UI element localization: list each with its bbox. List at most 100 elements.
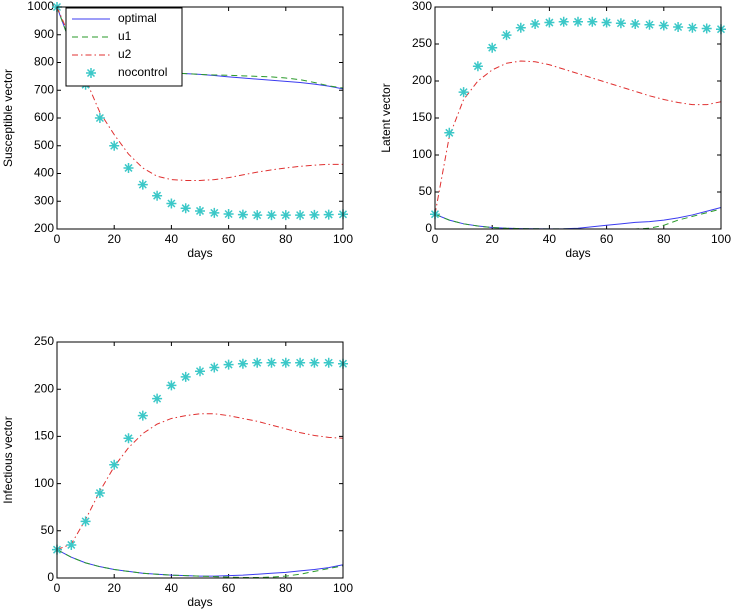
x-tick-label: 100 (711, 232, 731, 246)
marker (123, 162, 134, 173)
x-tick-label: 0 (432, 232, 439, 246)
marker (109, 459, 120, 470)
y-tick-label: 50 (41, 523, 55, 537)
y-tick-label: 200 (412, 73, 432, 87)
marker (237, 358, 248, 369)
marker (180, 203, 191, 214)
marker (223, 209, 234, 220)
x-tick-label: 100 (333, 581, 353, 595)
marker (309, 357, 320, 368)
plot: 0 20 40 60 80 100 0 50 100 150 200 250 days Infectiou… (1, 334, 353, 609)
x-tick-label: 60 (222, 232, 236, 246)
marker (458, 87, 469, 98)
marker (323, 357, 334, 368)
x-tick-label: 0 (54, 232, 61, 246)
marker (252, 357, 263, 368)
marker (530, 19, 541, 30)
x-tick-label: 40 (165, 581, 179, 595)
y-tick-label: 100 (412, 147, 432, 161)
x-axis-label: days (565, 246, 590, 260)
y-tick-label: 50 (419, 184, 433, 198)
marker (295, 357, 306, 368)
marker (209, 362, 220, 373)
marker (237, 209, 248, 220)
legend-label: nocontrol (118, 65, 167, 79)
marker (558, 16, 569, 27)
marker (544, 17, 555, 28)
legend-label: u1 (118, 29, 132, 43)
x-tick-label: 20 (486, 232, 500, 246)
marker (472, 61, 483, 72)
y-tick-label: 150 (412, 110, 432, 124)
series-line (57, 413, 344, 551)
legend-label: optimal (118, 11, 157, 25)
x-tick-label: 60 (222, 581, 236, 595)
x-tick-label: 20 (108, 232, 122, 246)
marker (587, 16, 598, 27)
marker (323, 209, 334, 220)
marker (266, 210, 277, 221)
x-tick-label: 40 (543, 232, 557, 246)
x-tick-label: 20 (108, 581, 122, 595)
y-tick-label: 1000 (27, 0, 54, 13)
marker (152, 393, 163, 404)
marker (223, 359, 234, 370)
marker (487, 42, 498, 53)
marker (280, 210, 291, 221)
series-line (57, 6, 343, 181)
x-tick-label: 0 (54, 581, 61, 595)
x-tick-label: 40 (165, 232, 179, 246)
marker (180, 371, 191, 382)
x-tick-label: 80 (279, 581, 293, 595)
marker (109, 140, 120, 151)
y-tick-label: 900 (34, 27, 54, 41)
marker (515, 22, 526, 33)
y-axis-label: Susceptible vector (1, 69, 15, 167)
series-line (435, 60, 722, 215)
y-tick-label: 300 (412, 0, 432, 13)
marker (658, 20, 669, 31)
y-tick-label: 800 (34, 55, 54, 69)
marker (615, 18, 626, 29)
marker (152, 190, 163, 201)
marker (501, 30, 512, 41)
y-tick-label: 600 (34, 110, 54, 124)
y-tick-label: 250 (34, 334, 54, 348)
y-axis-label: Infectious vector (1, 416, 15, 503)
marker (166, 380, 177, 391)
marker (195, 366, 205, 377)
y-tick-label: 0 (425, 221, 432, 235)
series-line (435, 208, 722, 230)
y-tick-label: 0 (47, 570, 54, 584)
marker (137, 410, 148, 421)
legend-label: u2 (118, 47, 132, 61)
marker (209, 207, 220, 218)
plot: 0 20 40 60 80 100 0 50 100 150 200 250 300 days Latent… (379, 0, 731, 260)
x-tick-label: 60 (600, 232, 614, 246)
marker (195, 205, 205, 216)
y-tick-label: 250 (412, 36, 432, 50)
series-line (435, 207, 722, 230)
series-line (57, 549, 344, 577)
marker (687, 22, 698, 33)
marker (166, 198, 177, 209)
axes-frame (56, 6, 344, 230)
y-axis-label: Latent vector (379, 83, 393, 152)
x-tick-label: 80 (279, 232, 293, 246)
y-tick-label: 100 (34, 476, 54, 490)
y-tick-label: 300 (34, 193, 54, 207)
axes-frame (434, 6, 722, 230)
marker (701, 23, 712, 34)
marker (444, 127, 455, 138)
x-tick-label: 100 (333, 232, 353, 246)
marker (644, 19, 655, 30)
y-tick-label: 400 (34, 166, 54, 180)
marker (80, 516, 91, 527)
marker (309, 209, 320, 220)
y-tick-label: 150 (34, 429, 54, 443)
marker (673, 21, 684, 32)
marker (601, 17, 612, 28)
marker (137, 179, 148, 190)
y-tick-label: 500 (34, 138, 54, 152)
